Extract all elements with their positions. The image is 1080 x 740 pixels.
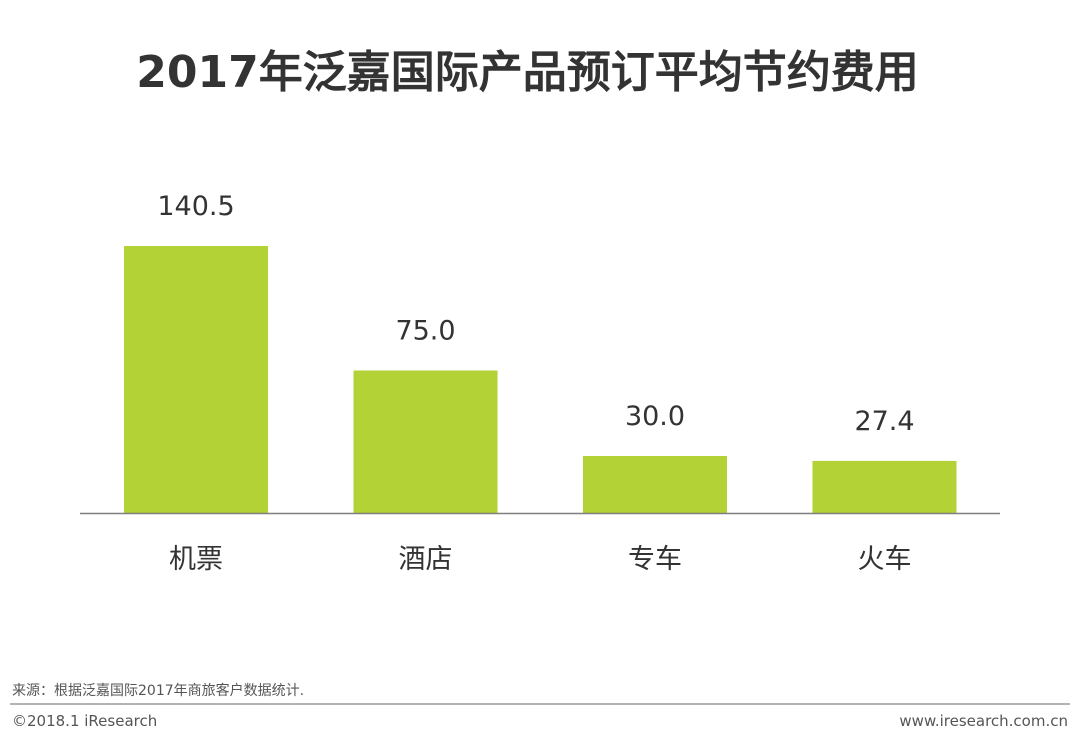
data-label-2: 30.0 (625, 401, 685, 432)
category-label-3: 火车 (858, 544, 912, 575)
data-label-0: 140.5 (157, 191, 234, 222)
bar-0 (124, 246, 268, 513)
data-label-1: 75.0 (395, 316, 455, 347)
chart-title: 2017年泛嘉国际产品预订平均节约费用 (136, 47, 919, 98)
copyright-text: ©2018.1 iResearch (12, 712, 158, 730)
bar-chart: 140.5 机票 75.0 酒店 30.0 专车 27.4 火车 (80, 191, 1000, 575)
footer-divider (10, 703, 1070, 705)
category-label-2: 专车 (628, 544, 682, 575)
category-label-1: 酒店 (399, 544, 453, 575)
website-link[interactable]: www.iresearch.com.cn (899, 712, 1068, 730)
source-note: 来源：根据泛嘉国际2017年商旅客户数据统计. (12, 683, 305, 699)
bar-2 (583, 456, 727, 513)
bar-3 (812, 460, 957, 513)
data-label-3: 27.4 (854, 406, 914, 437)
bar-1 (353, 370, 498, 513)
category-label-0: 机票 (169, 544, 223, 575)
